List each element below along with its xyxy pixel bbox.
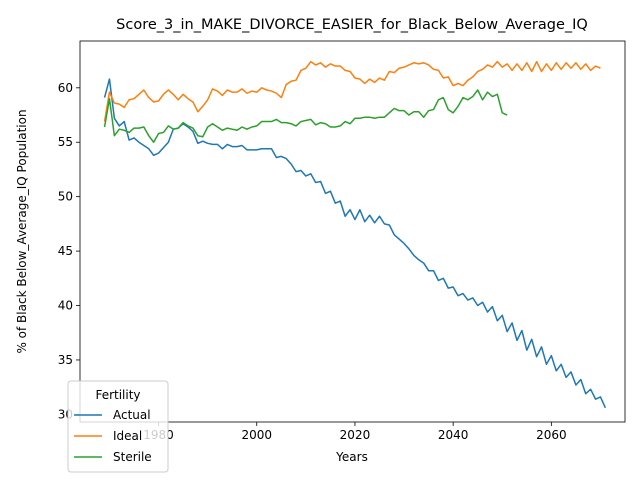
x-axis: 19802000202020402060	[143, 422, 567, 442]
plot-lines	[103, 60, 607, 409]
x-tick-label: 2000	[241, 428, 272, 442]
y-tick-label: 55	[58, 135, 73, 149]
plot-frame	[79, 40, 626, 423]
x-tick-label: 2060	[536, 428, 567, 442]
x-axis-label: Years	[335, 450, 368, 464]
legend-label-actual: Actual	[113, 408, 151, 422]
series-line-sterile	[103, 89, 508, 143]
legend-entries: Actual Ideal Sterile	[74, 408, 152, 464]
y-tick-label: 40	[58, 299, 73, 313]
series-line-ideal	[103, 60, 601, 122]
chart-title: Score_3_in_MAKE_DIVORCE_EASIER_for_Black…	[116, 17, 588, 33]
x-tick-label: 2040	[438, 428, 469, 442]
y-tick-label: 45	[58, 244, 73, 258]
y-tick-label: 50	[58, 190, 73, 204]
y-axis-label: % of Black Below_Average_IQ Population	[15, 109, 29, 353]
legend-label-sterile: Sterile	[113, 450, 152, 464]
x-tick-label: 2020	[340, 428, 371, 442]
legend: Fertility Actual Ideal Sterile	[67, 380, 169, 473]
y-tick-label: 60	[58, 81, 73, 95]
legend-title: Fertility	[95, 388, 140, 402]
y-tick-label: 35	[58, 353, 73, 367]
legend-label-ideal: Ideal	[113, 429, 142, 443]
series-line-actual	[103, 78, 607, 409]
legend-box	[67, 380, 169, 473]
